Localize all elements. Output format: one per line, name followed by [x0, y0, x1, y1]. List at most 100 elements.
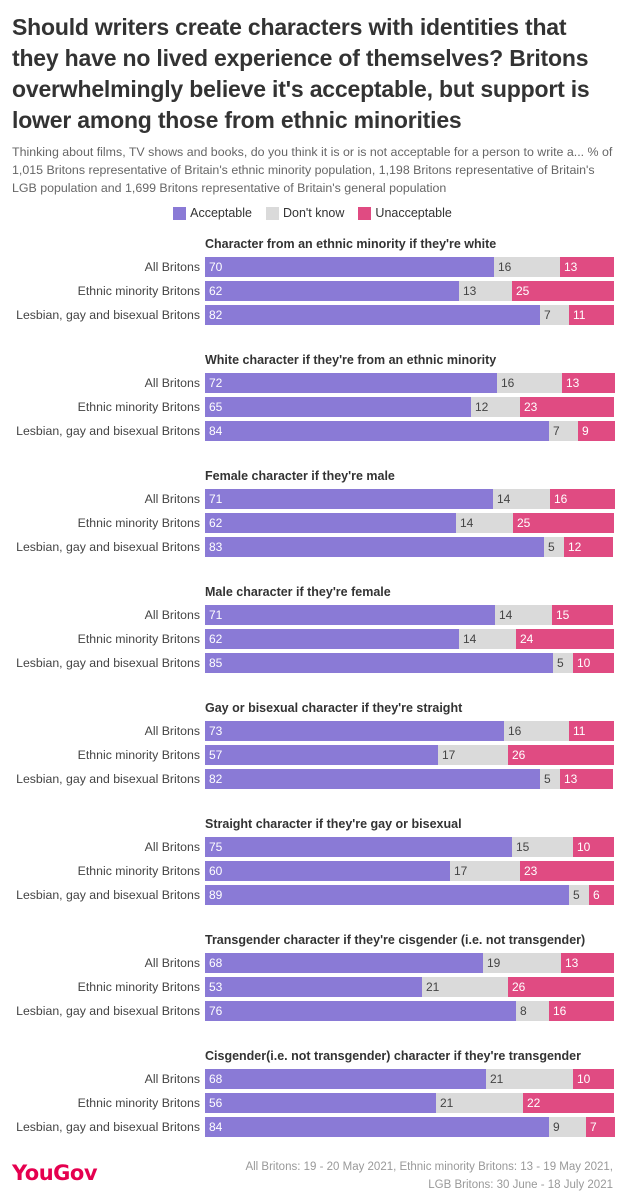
row-label: Ethnic minority Britons	[77, 516, 200, 530]
bar-segment-dont-know[interactable]: 9	[549, 1117, 586, 1137]
bar-segment-unacceptable[interactable]: 15	[552, 605, 613, 625]
bar-segment-dont-know[interactable]: 14	[493, 489, 550, 509]
bar-segment-acceptable[interactable]: 75	[205, 837, 512, 857]
bar-segment-dont-know[interactable]: 17	[438, 745, 508, 765]
bar-segment-unacceptable[interactable]: 13	[560, 257, 614, 277]
bar-segment-dont-know[interactable]: 14	[456, 513, 513, 533]
bar-segment-acceptable[interactable]: 62	[205, 629, 459, 649]
bar-segment-acceptable[interactable]: 53	[205, 977, 422, 997]
bar-segment-acceptable[interactable]: 60	[205, 861, 450, 881]
row-label: Lesbian, gay and bisexual Britons	[16, 424, 200, 438]
bar-row: Lesbian, gay and bisexual Britons 82 7 11	[0, 305, 625, 325]
bar-segment-unacceptable[interactable]: 25	[513, 513, 614, 533]
bar-segment-dont-know[interactable]: 17	[450, 861, 520, 881]
source-note: All Britons: 19 - 20 May 2021, Ethnic mi…	[213, 1158, 613, 1194]
yougov-logo[interactable]: YouGov	[12, 1161, 98, 1185]
bar-segment-dont-know[interactable]: 16	[494, 257, 560, 277]
question-group: White character if they're from an ethni…	[0, 353, 625, 469]
bar-segment-dont-know[interactable]: 14	[495, 605, 552, 625]
bar-segment-unacceptable[interactable]: 9	[578, 421, 615, 441]
bar-segment-acceptable[interactable]: 56	[205, 1093, 436, 1113]
bar-segment-dont-know[interactable]: 16	[497, 373, 562, 393]
bar-segment-unacceptable[interactable]: 11	[569, 305, 614, 325]
bar-segment-acceptable[interactable]: 89	[205, 885, 569, 905]
bar-segment-unacceptable[interactable]: 13	[561, 953, 614, 973]
bar-segment-acceptable[interactable]: 62	[205, 281, 459, 301]
bar-segment-acceptable[interactable]: 84	[205, 1117, 549, 1137]
bar-segment-dont-know[interactable]: 7	[549, 421, 578, 441]
bar-segment-acceptable[interactable]: 62	[205, 513, 456, 533]
bar-segment-acceptable[interactable]: 70	[205, 257, 494, 277]
bar-segment-unacceptable[interactable]: 23	[520, 861, 614, 881]
bar-segment-dont-know[interactable]: 21	[422, 977, 508, 997]
bar-segment-acceptable[interactable]: 85	[205, 653, 553, 673]
bar-segment-acceptable[interactable]: 76	[205, 1001, 516, 1021]
bar-segment-dont-know[interactable]: 5	[540, 769, 560, 789]
bar-segment-unacceptable[interactable]: 26	[508, 745, 614, 765]
legend-item-unacceptable[interactable]: Unacceptable	[358, 206, 452, 220]
bar-segment-dont-know[interactable]: 19	[483, 953, 561, 973]
bar-segment-dont-know[interactable]: 5	[553, 653, 573, 673]
bar-segment-unacceptable[interactable]: 13	[562, 373, 615, 393]
legend: Acceptable Don't know Unacceptable	[0, 206, 625, 220]
bar-segment-acceptable[interactable]: 57	[205, 745, 438, 765]
bar-segment-acceptable[interactable]: 72	[205, 373, 497, 393]
bar-segment-unacceptable[interactable]: 11	[569, 721, 614, 741]
bar-segment-acceptable[interactable]: 84	[205, 421, 549, 441]
bar-segment-unacceptable[interactable]: 25	[512, 281, 614, 301]
bar-segment-dont-know[interactable]: 21	[486, 1069, 573, 1089]
legend-item-acceptable[interactable]: Acceptable	[173, 206, 252, 220]
bar-segment-unacceptable[interactable]: 24	[516, 629, 614, 649]
bar-row: All Britons 73 16 11	[0, 721, 625, 741]
bar-segment-unacceptable[interactable]: 6	[589, 885, 614, 905]
bar-row: All Britons 71 14 16	[0, 489, 625, 509]
bar-row: Lesbian, gay and bisexual Britons 76 8 16	[0, 1001, 625, 1021]
bar-row: Lesbian, gay and bisexual Britons 89 5 6	[0, 885, 625, 905]
bar-row: Lesbian, gay and bisexual Britons 82 5 13	[0, 769, 625, 789]
bar-segment-dont-know[interactable]: 7	[540, 305, 569, 325]
bar-segment-dont-know[interactable]: 5	[569, 885, 589, 905]
bar-segment-unacceptable[interactable]: 10	[573, 1069, 614, 1089]
row-label: All Britons	[144, 376, 200, 390]
bar-segment-acceptable[interactable]: 68	[205, 1069, 486, 1089]
bar-segment-unacceptable[interactable]: 7	[586, 1117, 615, 1137]
bar-segment-unacceptable[interactable]: 10	[573, 653, 614, 673]
bar-segment-dont-know[interactable]: 14	[459, 629, 516, 649]
bar-segment-unacceptable[interactable]: 10	[573, 837, 614, 857]
legend-swatch-dont-know	[265, 206, 279, 220]
bar-segment-unacceptable[interactable]: 26	[508, 977, 614, 997]
question-group: Straight character if they're gay or bis…	[0, 817, 625, 933]
bar-segment-acceptable[interactable]: 83	[205, 537, 544, 557]
bar-segment-dont-know[interactable]: 5	[544, 537, 564, 557]
bar-segment-unacceptable[interactable]: 16	[549, 1001, 614, 1021]
bar-segment-dont-know[interactable]: 21	[436, 1093, 523, 1113]
row-label: Lesbian, gay and bisexual Britons	[16, 1120, 200, 1134]
row-label: Ethnic minority Britons	[77, 748, 200, 762]
row-label: All Britons	[144, 260, 200, 274]
bar-segment-dont-know[interactable]: 15	[512, 837, 573, 857]
bar-row: All Britons 71 14 15	[0, 605, 625, 625]
question-title: Male character if they're female	[205, 585, 391, 599]
bar-segment-acceptable[interactable]: 73	[205, 721, 504, 741]
bar-segment-acceptable[interactable]: 71	[205, 605, 495, 625]
bar-segment-unacceptable[interactable]: 22	[523, 1093, 614, 1113]
legend-label-acceptable: Acceptable	[190, 206, 252, 220]
bar-segment-acceptable[interactable]: 82	[205, 769, 540, 789]
bar-segment-acceptable[interactable]: 71	[205, 489, 493, 509]
legend-item-dont-know[interactable]: Don't know	[265, 206, 344, 220]
bar-row: Lesbian, gay and bisexual Britons 83 5 12	[0, 537, 625, 557]
bar-segment-unacceptable[interactable]: 16	[550, 489, 615, 509]
bar-segment-unacceptable[interactable]: 13	[560, 769, 613, 789]
row-label: All Britons	[144, 492, 200, 506]
bar-segment-dont-know[interactable]: 8	[516, 1001, 549, 1021]
bar-segment-dont-know[interactable]: 16	[504, 721, 569, 741]
bar-segment-unacceptable[interactable]: 12	[564, 537, 613, 557]
bar-segment-dont-know[interactable]: 13	[459, 281, 512, 301]
bar-segment-acceptable[interactable]: 82	[205, 305, 540, 325]
row-label: Ethnic minority Britons	[77, 400, 200, 414]
bar-segment-dont-know[interactable]: 12	[471, 397, 520, 417]
bar-segment-unacceptable[interactable]: 23	[520, 397, 614, 417]
bar-row: All Britons 75 15 10	[0, 837, 625, 857]
bar-segment-acceptable[interactable]: 68	[205, 953, 483, 973]
bar-segment-acceptable[interactable]: 65	[205, 397, 471, 417]
